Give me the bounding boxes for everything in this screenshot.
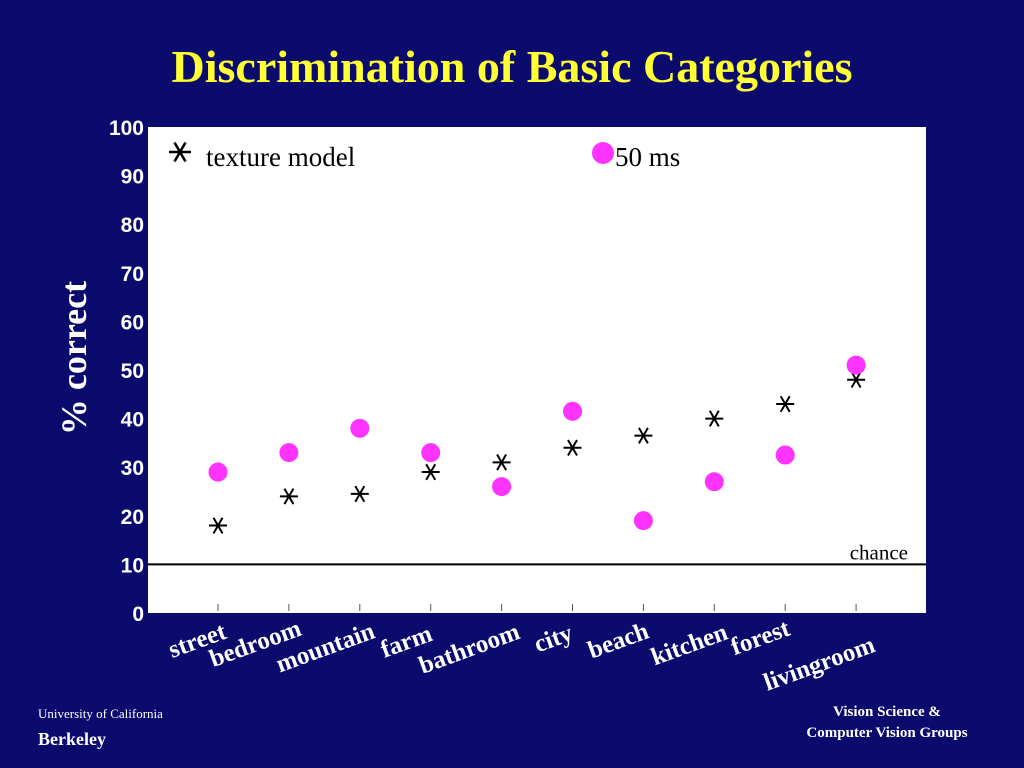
texture-model-point [279,488,298,505]
texture-model-point [209,517,227,534]
x-tick-label: forest [727,615,794,661]
footer-group-line1: Vision Science & [833,704,941,720]
y-tick-label: 0 [132,603,144,626]
ms50-series [208,355,866,531]
ms50-point [279,443,299,463]
texture-model-point [634,427,653,444]
x-tick-label: city [531,619,577,658]
legend-ms50-marker [592,142,614,164]
x-axis-ticks [217,604,857,611]
footer-right: Vision Science & Computer Vision Groups [770,702,1004,744]
ms50-point [421,443,441,463]
ms50-point [208,462,228,482]
legend-ms50-label: 50 ms [615,142,680,172]
y-tick-label: 50 [121,360,144,383]
slide-title: Discrimination of Basic Categories [171,41,853,92]
y-axis-label: % correct [54,281,94,435]
ms50-point [563,401,582,421]
y-tick-label: 20 [121,506,144,529]
footer-group-line2: Computer Vision Groups [806,725,968,741]
y-tick-label: 30 [121,457,144,480]
ms50-point [775,445,795,465]
texture-model-series [209,371,866,534]
y-tick-label: 40 [121,409,144,432]
texture-model-point [776,395,795,413]
x-tick-label: kitchen [648,619,732,671]
legend-texture-label: texture model [206,142,355,172]
ms50-point [350,418,370,438]
x-tick-label: bathroom [415,618,523,679]
y-tick-label: 70 [121,263,144,286]
x-tick-label: beach [584,618,652,665]
y-tick-label: 80 [121,214,144,237]
ms50-point [846,355,866,375]
ms50-point [704,472,724,492]
legend-texture-marker [169,141,191,163]
footer-campus: Berkeley [38,729,106,749]
legend: texture model 50 ms [169,141,680,172]
y-axis-ticks: 0 10 20 30 40 50 60 70 80 90 100 [109,117,144,626]
chance-label: chance [850,540,908,564]
ms50-point [492,477,512,497]
ms50-point [633,511,653,531]
footer-left: University of California Berkeley [38,706,163,750]
texture-model-point [350,485,369,503]
texture-model-point [421,463,440,481]
texture-model-point [847,371,866,389]
texture-model-point [492,454,511,471]
plot-area [148,127,926,613]
texture-model-point [705,410,724,427]
chance-line-group: chance [148,540,926,566]
footer-university: University of California [38,706,163,721]
y-tick-label: 100 [109,117,144,140]
y-tick-label: 90 [121,166,144,189]
y-tick-label: 10 [121,554,144,577]
texture-model-point [563,439,582,457]
y-tick-label: 60 [121,311,144,334]
